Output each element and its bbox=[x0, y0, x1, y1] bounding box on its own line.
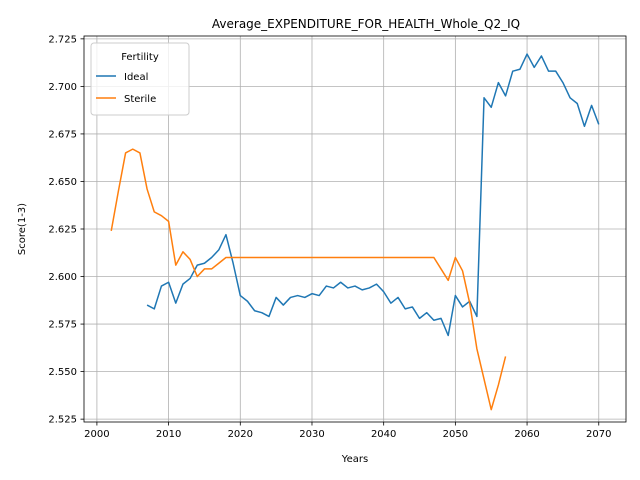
x-tick-label: 2000 bbox=[84, 429, 109, 440]
series-lines bbox=[110, 53, 600, 411]
y-tick-label: 2.525 bbox=[48, 415, 77, 426]
y-tick-label: 2.625 bbox=[48, 225, 77, 236]
legend-title: Fertility bbox=[121, 52, 159, 63]
series-line-ideal bbox=[146, 53, 600, 337]
x-tick-label: 2010 bbox=[156, 429, 181, 440]
x-tick-label: 2020 bbox=[228, 429, 253, 440]
y-tick-label: 2.650 bbox=[48, 177, 77, 188]
grid bbox=[84, 36, 626, 422]
series-line-sterile bbox=[110, 148, 507, 411]
x-tick-label: 2060 bbox=[514, 429, 539, 440]
legend: Fertility Ideal Sterile bbox=[90, 42, 190, 116]
x-tick-label: 2040 bbox=[371, 429, 396, 440]
chart-title: Average_EXPENDITURE_FOR_HEALTH_Whole_Q2_… bbox=[212, 17, 520, 31]
y-tick-label: 2.725 bbox=[48, 34, 77, 45]
y-tick-label: 2.575 bbox=[48, 320, 77, 331]
x-tick-label: 2070 bbox=[586, 429, 611, 440]
x-tick-label: 2030 bbox=[299, 429, 324, 440]
legend-label-sterile: Sterile bbox=[124, 94, 156, 105]
y-tick-label: 2.550 bbox=[48, 367, 77, 378]
x-tick-label: 2050 bbox=[443, 429, 468, 440]
y-tick-label: 2.700 bbox=[48, 82, 77, 93]
y-axis-ticks: 2.525 2.550 2.575 2.600 2.625 2.650 2.675 2.700… bbox=[48, 34, 84, 426]
x-axis-ticks: 2000 2010 2020 2030 2040 2050 2060 2070 bbox=[84, 422, 611, 440]
y-axis-label: Score(1-3) bbox=[17, 203, 28, 255]
x-axis-label: Years bbox=[341, 454, 368, 465]
legend-frame bbox=[90, 42, 190, 116]
y-tick-label: 2.675 bbox=[48, 129, 77, 140]
y-tick-label: 2.600 bbox=[48, 272, 77, 283]
legend-label-ideal: Ideal bbox=[124, 72, 148, 83]
